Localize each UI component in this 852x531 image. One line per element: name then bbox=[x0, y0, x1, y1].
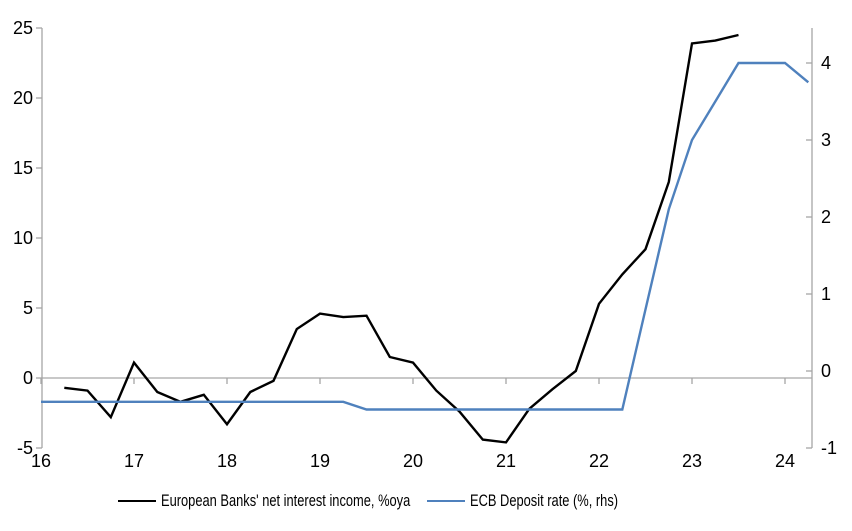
x-tick-label: 21 bbox=[496, 451, 516, 471]
right-axis-tick-label: 3 bbox=[821, 130, 831, 150]
x-tick-label: 16 bbox=[31, 451, 51, 471]
legend-item-net-interest-income: European Banks' net interest income, %oy… bbox=[118, 490, 481, 512]
series-line-0 bbox=[64, 33, 739, 444]
series-line-1 bbox=[41, 61, 810, 411]
legend-item-ecb-deposit-rate: ECB Deposit rate (%, rhs) bbox=[427, 490, 660, 512]
right-axis-tick-label: 4 bbox=[821, 53, 831, 73]
right-axis-tick-label: 2 bbox=[821, 207, 831, 227]
right-axis-tick-label: -1 bbox=[821, 438, 837, 458]
legend-label: ECB Deposit rate (%, rhs) bbox=[470, 491, 619, 510]
x-tick-label: 19 bbox=[310, 451, 330, 471]
x-tick-label: 22 bbox=[589, 451, 609, 471]
legend-line-sample-blue bbox=[427, 500, 465, 502]
left-axis-tick-label: 0 bbox=[23, 368, 33, 388]
left-axis-tick-label: 20 bbox=[13, 88, 33, 108]
x-tick-label: 20 bbox=[403, 451, 423, 471]
legend-line-sample-black bbox=[118, 500, 156, 502]
left-axis-tick-label: 15 bbox=[13, 158, 33, 178]
right-axis-tick-label: 0 bbox=[821, 361, 831, 381]
x-tick-label: 23 bbox=[682, 451, 702, 471]
x-tick-label: 17 bbox=[124, 451, 144, 471]
right-axis-tick-label: 1 bbox=[821, 284, 831, 304]
legend-label: European Banks' net interest income, %oy… bbox=[161, 491, 411, 510]
left-axis-tick-label: 10 bbox=[13, 228, 33, 248]
chart-legend: European Banks' net interest income, %oy… bbox=[0, 490, 852, 520]
left-axis-tick-label: 25 bbox=[13, 18, 33, 38]
left-axis-tick-label: 5 bbox=[23, 298, 33, 318]
x-tick-label: 24 bbox=[775, 451, 795, 471]
left-axis-tick-label: -5 bbox=[17, 438, 33, 458]
x-tick-label: 18 bbox=[217, 451, 237, 471]
